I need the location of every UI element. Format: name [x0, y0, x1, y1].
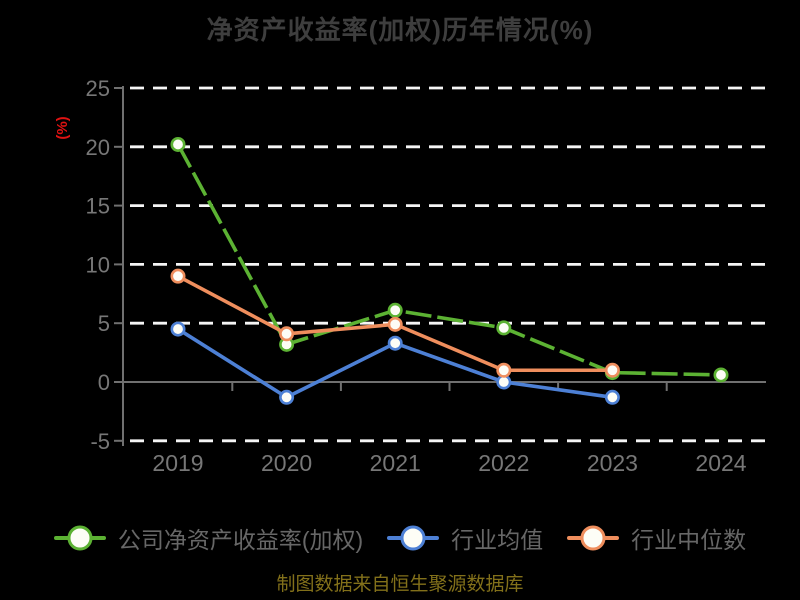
data-point-marker: [604, 362, 620, 378]
data-point-marker: [604, 389, 620, 405]
data-point-marker: [496, 362, 512, 378]
y-tick-label: 20: [86, 135, 110, 160]
legend: 公司净资产收益率(加权) 行业均值 行业中位数: [0, 521, 800, 555]
data-point-marker: [170, 136, 186, 152]
y-tick-label: 0: [98, 370, 110, 395]
y-tick-label: 15: [86, 194, 110, 219]
legend-line-swatch-orange: [567, 525, 620, 551]
x-tick-label: 2021: [370, 450, 421, 476]
x-tick-label: 2022: [478, 450, 529, 476]
y-tick-label: 10: [86, 252, 110, 277]
x-tick-label: 2019: [152, 450, 203, 476]
data-point-marker: [387, 302, 403, 318]
x-tick-label: 2023: [587, 450, 638, 476]
legend-marker-icon: [67, 525, 93, 551]
data-point-marker: [170, 268, 186, 284]
legend-label-company-roe: 公司净资产收益率(加权): [117, 527, 364, 553]
legend-line-swatch-blue: [387, 525, 440, 551]
legend-item-industry-mean: 行业均值: [387, 521, 543, 555]
y-tick-label: 25: [86, 76, 110, 101]
legend-marker-icon: [400, 525, 426, 551]
series-line: [176, 143, 722, 377]
data-source-note: 制图数据来自恒生聚源数据库: [276, 574, 524, 595]
y-tick-label: 5: [98, 311, 110, 336]
data-point-marker: [713, 367, 729, 383]
legend-item-company-roe: 公司净资产收益率(加权): [53, 521, 364, 555]
legend-line-swatch-green: [53, 525, 106, 551]
legend-marker-icon: [580, 525, 606, 551]
data-point-marker: [279, 389, 295, 405]
legend-item-industry-median: 行业中位数: [567, 521, 746, 555]
chart-title: 净资产收益率(加权)历年情况(%): [206, 15, 594, 45]
data-point-marker: [170, 321, 186, 337]
data-point-marker: [279, 326, 295, 342]
data-point-marker: [496, 320, 512, 336]
legend-label-industry-median: 行业中位数: [631, 527, 747, 553]
data-point-marker: [387, 316, 403, 332]
y-tick-label: -5: [90, 429, 110, 454]
data-point-marker: [387, 335, 403, 351]
legend-label-industry-mean: 行业均值: [451, 527, 544, 553]
x-tick-label: 2020: [261, 450, 312, 476]
x-tick-label: 2024: [695, 450, 746, 476]
